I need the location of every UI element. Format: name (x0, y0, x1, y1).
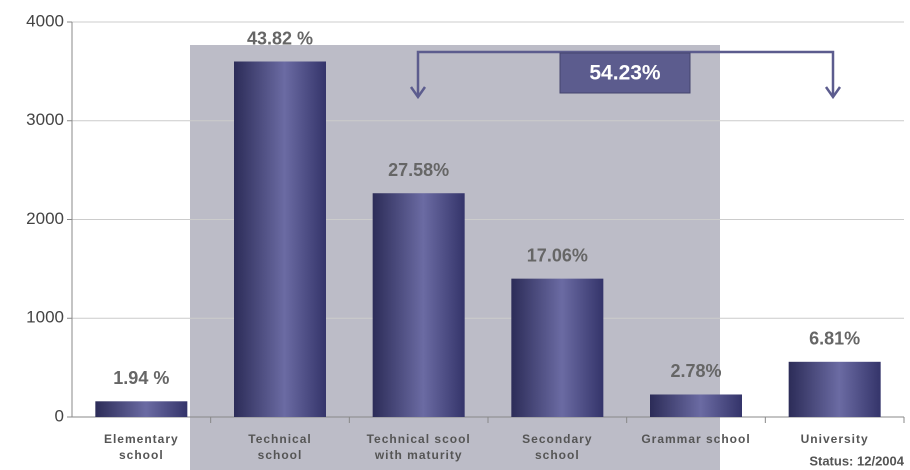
bar (650, 394, 742, 417)
y-tick-label: 2000 (26, 209, 64, 228)
bar (95, 401, 187, 417)
bar (234, 62, 326, 418)
y-tick-label: 0 (55, 406, 64, 425)
bar (373, 193, 465, 417)
y-tick-label: 1000 (26, 308, 64, 327)
x-tick-label: Grammar school (641, 432, 750, 446)
share-label: 27.58% (388, 160, 449, 180)
y-tick-label: 3000 (26, 110, 64, 129)
share-label: 6.81% (809, 329, 860, 349)
bracket-label: 54.23% (589, 62, 661, 85)
bar (511, 279, 603, 417)
y-tick-label: 4000 (26, 11, 64, 30)
chart: 54.23% Status: 12/2004 0 1000 2000 3000 4000… (0, 0, 910, 470)
x-tick-label: University (801, 432, 869, 446)
share-label: 2.78% (670, 361, 721, 381)
share-label: 43.82 % (247, 28, 313, 48)
bar (789, 362, 881, 417)
share-label: 1.94 % (113, 368, 169, 388)
share-label: 17.06% (527, 245, 588, 265)
status: Status: 12/2004 (809, 453, 904, 468)
